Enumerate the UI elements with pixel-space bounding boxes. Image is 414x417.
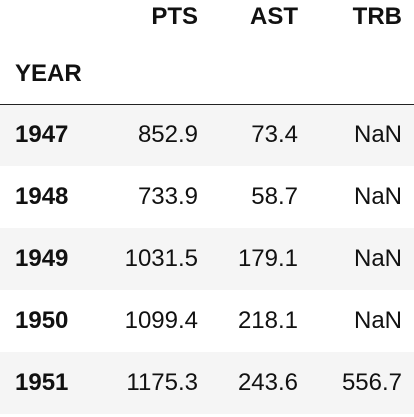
cell-trb: NaN [353, 245, 402, 272]
cell-ast: 179.1 [237, 245, 298, 272]
cell-trb: NaN [353, 121, 402, 149]
table-body: 1947 852.9 73.4 NaN 1948 733.9 58.7 NaN … [0, 104, 414, 414]
index-name-label: YEAR [15, 59, 82, 87]
column-header-ast: AST [250, 3, 298, 30]
table-header: PTS AST TRB YEAR [0, 0, 414, 104]
cell-trb: NaN [353, 183, 402, 210]
cell-ast: 218.1 [237, 307, 298, 334]
row-index: 1947 [15, 121, 69, 149]
cell-pts: 1175.3 [126, 369, 198, 396]
cell-pts: 1031.5 [124, 245, 198, 272]
cell-pts: 733.9 [137, 183, 198, 210]
row-index: 1948 [15, 183, 69, 210]
index-name-row: YEAR [0, 44, 414, 104]
row-index: 1949 [15, 245, 69, 272]
table-row: 1949 1031.5 179.1 NaN [0, 228, 414, 290]
table-row: 1947 852.9 73.4 NaN [0, 104, 414, 166]
column-header-trb: TRB [352, 3, 402, 30]
index-corner-cell [0, 0, 106, 44]
row-index: 1951 [15, 369, 69, 396]
column-header-pts: PTS [151, 3, 198, 30]
index-name-spacer [210, 44, 310, 104]
cell-trb: NaN [353, 307, 402, 334]
index-name-spacer [106, 44, 210, 104]
cell-pts: 1099.4 [124, 307, 198, 334]
cell-pts: 852.9 [137, 121, 198, 149]
table-row: 1951 1175.3 243.6 556.7 [0, 352, 414, 414]
table-row: 1950 1099.4 218.1 NaN [0, 290, 414, 352]
index-name-spacer [310, 44, 414, 104]
cell-ast: 243.6 [237, 369, 298, 396]
cell-ast: 58.7 [251, 183, 298, 210]
column-header-row: PTS AST TRB [0, 0, 414, 44]
cell-ast: 73.4 [251, 121, 298, 149]
table-row: 1948 733.9 58.7 NaN [0, 166, 414, 228]
row-index: 1950 [15, 307, 69, 334]
cell-trb: 556.7 [341, 369, 402, 396]
